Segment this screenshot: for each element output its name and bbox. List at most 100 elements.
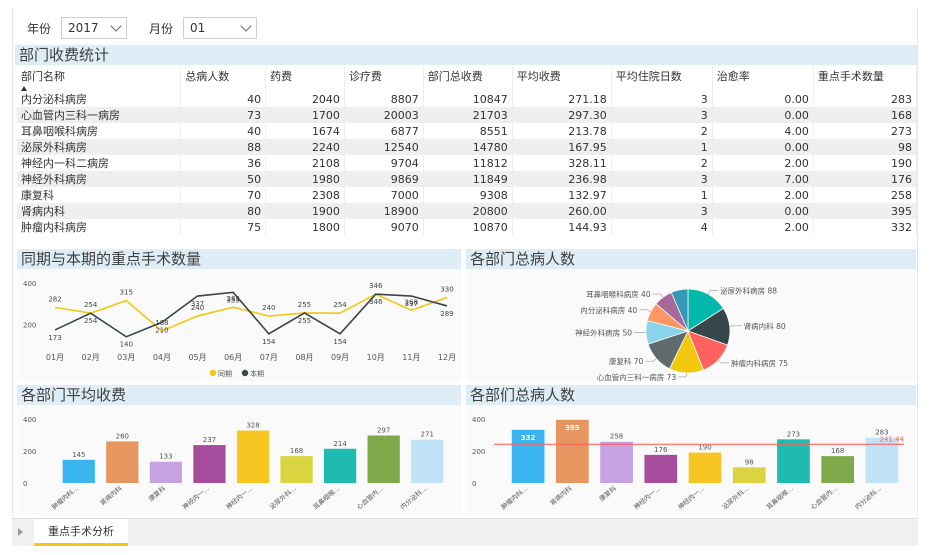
table-row[interactable]: 神经内一科二病房 36 2108 9704 11812 328.11 2 2.00 190	[17, 155, 918, 171]
table-cell: 4.00	[712, 123, 814, 139]
month-select[interactable]: 01	[183, 17, 258, 39]
table-cell: 395	[813, 203, 918, 219]
patients-chart-title: 各部们总病人数	[466, 385, 916, 405]
table-cell: 2.00	[712, 187, 814, 203]
bar[interactable]	[821, 456, 855, 483]
column-header[interactable]: 诊疗费	[344, 66, 424, 91]
table-row[interactable]: 心血管内三科一病房 73 1700 20003 21703 297.30 3 0.00 168	[17, 107, 918, 123]
data-label: 176	[654, 446, 668, 454]
table-cell: 132.97	[512, 187, 612, 203]
column-header-label: 诊疗费	[348, 70, 382, 83]
data-label: 240	[191, 304, 204, 312]
column-header[interactable]: 平均收费	[512, 66, 612, 91]
bar[interactable]	[106, 441, 139, 483]
bar[interactable]	[323, 448, 357, 483]
column-header[interactable]: 平均住院日数	[611, 66, 713, 91]
series-line[interactable]	[54, 293, 448, 332]
bar[interactable]	[600, 441, 633, 483]
x-tick-label: 神经内一...	[676, 484, 706, 512]
column-header[interactable]: 药费	[265, 66, 345, 91]
table-cell: 0.00	[712, 203, 814, 219]
bar[interactable]	[865, 437, 899, 483]
data-label: 214	[333, 440, 347, 448]
x-tick-label: 06月	[224, 353, 242, 362]
pie-chart: 泌尿外科病房 88 肾病内科 80 肿瘤内科病房 75 心血管内三科一病房 73 康复科…	[575, 286, 788, 381]
bar[interactable]	[555, 419, 589, 483]
bar[interactable]	[644, 454, 678, 483]
bar[interactable]	[149, 461, 183, 483]
pie-leader-line	[717, 359, 730, 364]
reference-line-label: 241.44	[880, 435, 905, 443]
y-tick-label: 400	[23, 416, 36, 424]
x-tick-label: 11月	[402, 353, 420, 362]
data-label: 268	[405, 298, 418, 306]
pie-slice[interactable]	[670, 288, 689, 332]
x-tick-label: 神经内一...	[180, 484, 210, 512]
bar[interactable]	[62, 459, 95, 483]
series-line[interactable]	[54, 291, 448, 338]
data-label: 273	[787, 430, 800, 438]
pie-label: 内分泌科病房 40	[580, 305, 637, 315]
table-row[interactable]: 耳鼻咽喉科病房 40 1674 6877 8551 213.78 2 4.00 273	[17, 123, 918, 139]
data-label: 315	[120, 289, 133, 297]
table-row[interactable]: 泌尿外科病房 88 2240 12540 14780 167.95 1 0.00 98	[17, 139, 918, 155]
table-cell: 40	[180, 123, 267, 139]
bar[interactable]	[732, 467, 766, 483]
x-tick-label: 03月	[117, 353, 135, 362]
table-row[interactable]: 神经外科病房 50 1980 9869 11849 236.98 3 7.00 176	[17, 171, 918, 187]
bar[interactable]	[367, 435, 400, 483]
table-row[interactable]: 康复科 70 2308 7000 9308 132.97 1 2.00 258	[17, 187, 918, 203]
table-cell: 1674	[265, 123, 345, 139]
data-label: 260	[116, 432, 129, 440]
column-header-label: 总病人数	[185, 70, 230, 83]
pie-label: 康复科 70	[609, 356, 644, 366]
bar[interactable]	[777, 439, 810, 483]
table-cell: 297.30	[512, 107, 612, 123]
tab-key-surgery-analysis[interactable]: 重点手术分析	[34, 519, 128, 546]
bar[interactable]	[236, 430, 270, 483]
table-row[interactable]: 内分泌科病房 40 2040 8807 10847 271.18 3 0.00 283	[17, 91, 918, 107]
x-tick-label: 神经内一...	[224, 484, 254, 512]
table-cell: 1800	[265, 219, 345, 235]
table-row[interactable]: 肿瘤内科病房 75 1800 9070 10870 144.93 4 2.00 332	[17, 219, 918, 235]
column-header-label: 平均住院日数	[615, 70, 682, 83]
bar[interactable]	[280, 456, 313, 483]
table-cell: 2108	[265, 155, 345, 171]
x-tick-label: 04月	[153, 353, 171, 362]
column-header-label: 治愈率	[716, 70, 750, 83]
table-row[interactable]: 肾病内科 80 1900 18900 20800 260.00 3 0.00 395	[17, 203, 918, 219]
table-cell: 2.00	[712, 155, 814, 171]
bar[interactable]	[193, 445, 226, 483]
bar[interactable]	[511, 429, 545, 483]
data-label: 133	[159, 453, 172, 461]
pie-leader-line	[678, 372, 687, 378]
data-label: 395	[565, 424, 580, 432]
pie-leader-line	[645, 358, 657, 362]
bar[interactable]	[411, 439, 444, 483]
table-cell: 12540	[344, 139, 424, 155]
x-tick-label: 内分泌科...	[853, 484, 883, 512]
table-cell: 36	[180, 155, 267, 171]
table-title: 部门收费统计	[15, 45, 917, 65]
table-cell: 2308	[265, 187, 345, 203]
pie-leader-line	[639, 309, 651, 312]
table-cell: 3	[611, 203, 713, 219]
table-cell: 肾病内科	[17, 203, 182, 219]
column-header[interactable]: 总病人数	[180, 66, 267, 91]
column-header[interactable]: 部门总收费	[423, 66, 513, 91]
bar[interactable]	[688, 452, 722, 483]
table-cell: 10870	[423, 219, 513, 235]
year-select[interactable]: 2017	[61, 17, 128, 39]
data-label: 255	[298, 301, 311, 309]
avg-fee-chart-title: 各部门平均收费	[17, 385, 461, 405]
tab-scroll-left-icon[interactable]	[18, 528, 23, 536]
column-header[interactable]: 部门名称	[17, 66, 182, 91]
column-header[interactable]: 重点手术数量	[813, 66, 918, 91]
data-label: 337	[191, 300, 204, 308]
x-tick-label: 肾病内科	[98, 483, 124, 507]
avg-fee-bar-chart: 0 200 400 145 肿瘤内科... 260 肾病内科 133 康复科 237 神经内一...…	[23, 416, 444, 512]
table-cell: 2	[611, 123, 713, 139]
table-cell: 9704	[344, 155, 424, 171]
table-cell: 2.00	[712, 219, 814, 235]
column-header[interactable]: 治愈率	[712, 66, 814, 91]
